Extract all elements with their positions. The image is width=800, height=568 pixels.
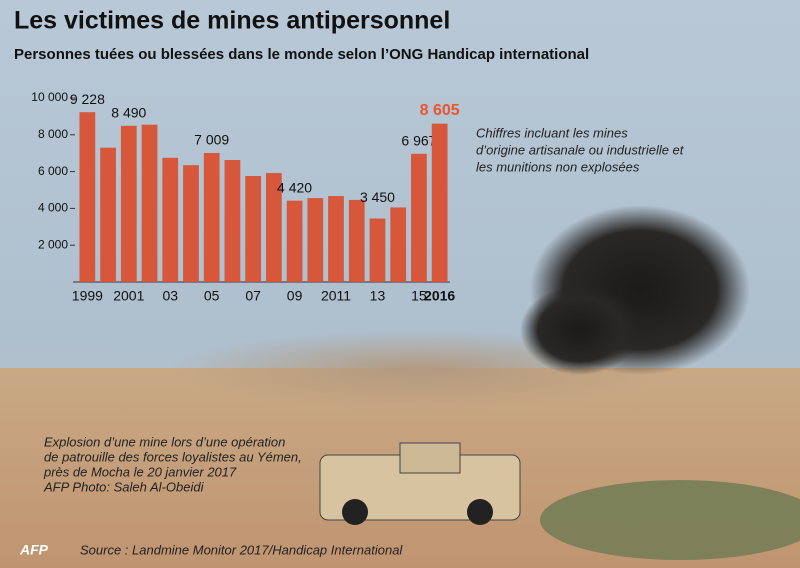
- value-label: 6 967: [401, 133, 436, 149]
- bar: [224, 160, 241, 282]
- caption-line: près de Mocha le 20 janvier 2017: [43, 464, 237, 479]
- value-label: 8 605: [420, 102, 460, 119]
- bar: [286, 200, 303, 282]
- x-tick-label: 2011: [321, 288, 351, 304]
- y-tick-label: 8 000: [38, 127, 68, 141]
- bar: [411, 153, 427, 282]
- bar: [431, 123, 448, 282]
- bar: [141, 124, 158, 283]
- x-tick-label: 03: [162, 288, 178, 304]
- note: Chiffres incluant les mines d’origine art…: [476, 125, 685, 174]
- bar: [245, 176, 262, 282]
- value-label: 8 490: [111, 104, 146, 120]
- y-tick-label: 6 000: [38, 164, 68, 178]
- x-tick-label: 07: [245, 288, 261, 304]
- x-tick-label: 2016: [424, 288, 455, 304]
- y-tick-label: 2 000: [38, 237, 68, 251]
- note-line: les munitions non explosées: [476, 159, 640, 174]
- bar: [162, 157, 179, 282]
- caption-line: de patrouille des forces loyalistes au Y…: [44, 449, 302, 464]
- bar: [183, 165, 199, 282]
- caption: Explosion d’une mine lors d’une opératio…: [43, 434, 302, 494]
- bar: [328, 196, 344, 282]
- x-tick-label: 13: [370, 288, 386, 304]
- x-tick-label: 09: [287, 288, 303, 304]
- source: Source : Landmine Monitor 2017/Handicap …: [80, 542, 403, 557]
- bar: [79, 112, 96, 282]
- caption-line: AFP Photo: Saleh Al-Obeidi: [43, 479, 205, 494]
- chart-title: Les victimes de mines antipersonnel: [14, 7, 450, 35]
- y-tick-label: 4 000: [38, 201, 68, 215]
- bar: [369, 218, 386, 282]
- x-tick-label: 05: [204, 288, 220, 304]
- bar: [203, 153, 220, 282]
- bar: [265, 173, 282, 282]
- y-tick-label: 10 000: [31, 90, 68, 104]
- bar: [390, 207, 407, 282]
- value-label: 9 228: [70, 91, 105, 107]
- bar: [307, 198, 324, 282]
- value-label: 4 420: [277, 179, 312, 195]
- x-tick-label: 1999: [72, 288, 103, 304]
- subtitle: Personnes tuées ou blessées dans le mond…: [14, 46, 589, 63]
- value-label: 3 450: [360, 189, 395, 205]
- logo: AFP: [19, 542, 49, 558]
- bar: [120, 125, 137, 282]
- caption-line: Explosion d’une mine lors d’une opératio…: [44, 434, 285, 449]
- note-line: d’origine artisanale ou industrielle et: [476, 142, 685, 157]
- bar: [100, 147, 116, 282]
- value-label: 7 009: [194, 132, 229, 148]
- x-tick-label: 15: [411, 288, 427, 304]
- note-line: Chiffres incluant les mines: [476, 125, 628, 140]
- x-tick-label: 2001: [113, 288, 144, 304]
- bar: [348, 199, 365, 282]
